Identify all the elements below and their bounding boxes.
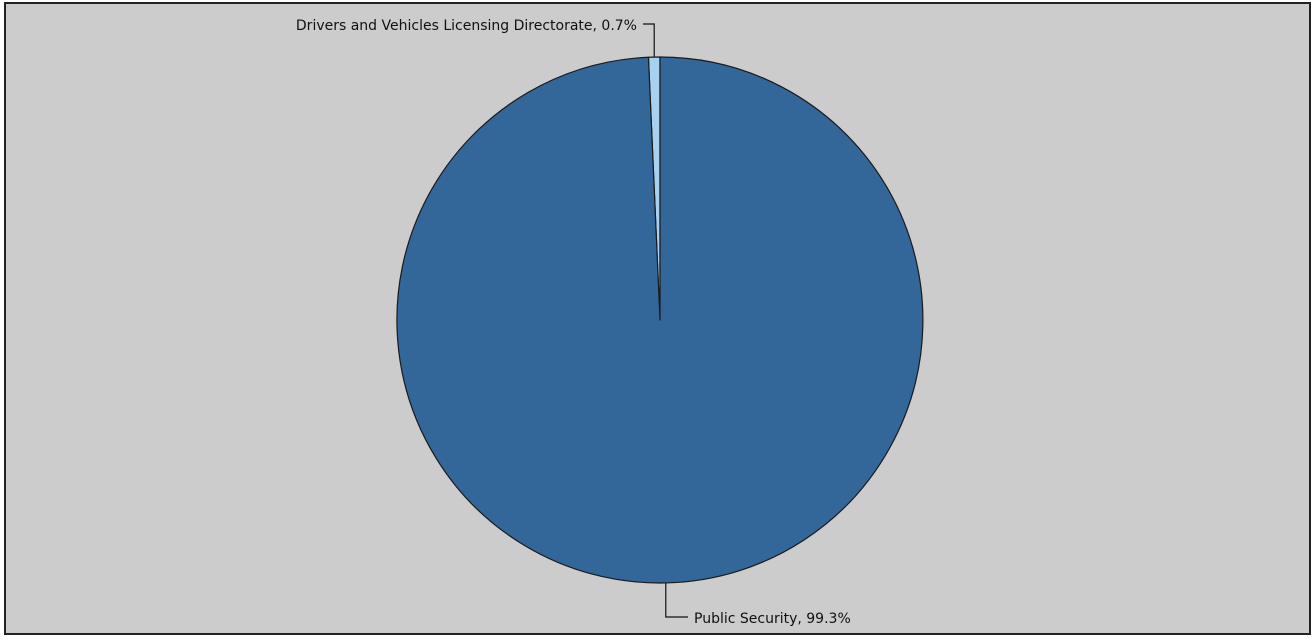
leader-line-public-security bbox=[665, 582, 688, 618]
slice-label-public-security: Public Security, 99.3% bbox=[694, 611, 851, 627]
pie-slice-public-security bbox=[396, 56, 924, 584]
label-leader-lines bbox=[643, 23, 688, 618]
slice-label-drivers-and-vehicles-licensing-directorate: Drivers and Vehicles Licensing Directora… bbox=[296, 18, 637, 34]
leader-line-drivers-and-vehicles-licensing-directorate bbox=[643, 23, 655, 58]
pie-slices bbox=[396, 56, 924, 584]
